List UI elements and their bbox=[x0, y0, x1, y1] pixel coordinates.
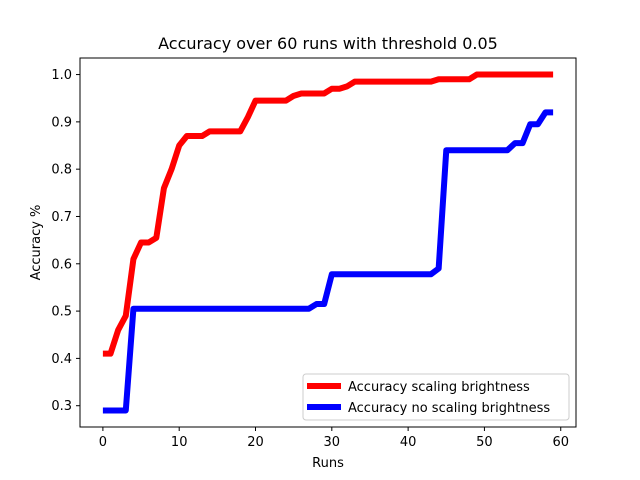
series-layer bbox=[102, 71, 554, 414]
x-axis-ticks: 0 10 20 30 40 50 60 bbox=[99, 427, 569, 450]
legend-label-no-scaling-brightness: Accuracy no scaling brightness bbox=[348, 401, 550, 416]
series-line-0 bbox=[102, 71, 554, 357]
y-tick-label: 0.3 bbox=[51, 399, 72, 414]
y-tick-label: 0.8 bbox=[51, 163, 72, 178]
y-axis-title: Accuracy % bbox=[29, 205, 44, 281]
legend-box bbox=[302, 373, 570, 421]
x-tick-label: 50 bbox=[476, 435, 493, 450]
x-tick-label: 0 bbox=[99, 435, 107, 450]
y-tick-label: 0.9 bbox=[51, 115, 72, 130]
legend-label-scaling-brightness: Accuracy scaling brightness bbox=[348, 380, 530, 395]
x-tick-label: 40 bbox=[400, 435, 417, 450]
plot-frame bbox=[79, 57, 577, 428]
y-tick-label: 0.4 bbox=[51, 352, 72, 367]
y-tick-label: 0.7 bbox=[51, 210, 72, 225]
series-line-1 bbox=[102, 109, 554, 414]
y-tick-label: 1.0 bbox=[51, 68, 72, 83]
x-tick-label: 60 bbox=[552, 435, 569, 450]
x-tick-label: 10 bbox=[171, 435, 188, 450]
y-tick-label: 0.5 bbox=[51, 305, 72, 320]
x-axis-title: Runs bbox=[312, 456, 344, 471]
y-tick-label: 0.6 bbox=[51, 257, 72, 272]
x-tick-label: 20 bbox=[247, 435, 264, 450]
legend: Accuracy scaling brightness Accuracy no … bbox=[302, 373, 570, 421]
chart-title: Accuracy over 60 runs with threshold 0.0… bbox=[158, 34, 498, 53]
x-tick-label: 30 bbox=[324, 435, 341, 450]
y-axis-ticks: 0.3 0.4 0.5 0.6 0.7 0.8 0.9 1.0 bbox=[51, 68, 80, 414]
